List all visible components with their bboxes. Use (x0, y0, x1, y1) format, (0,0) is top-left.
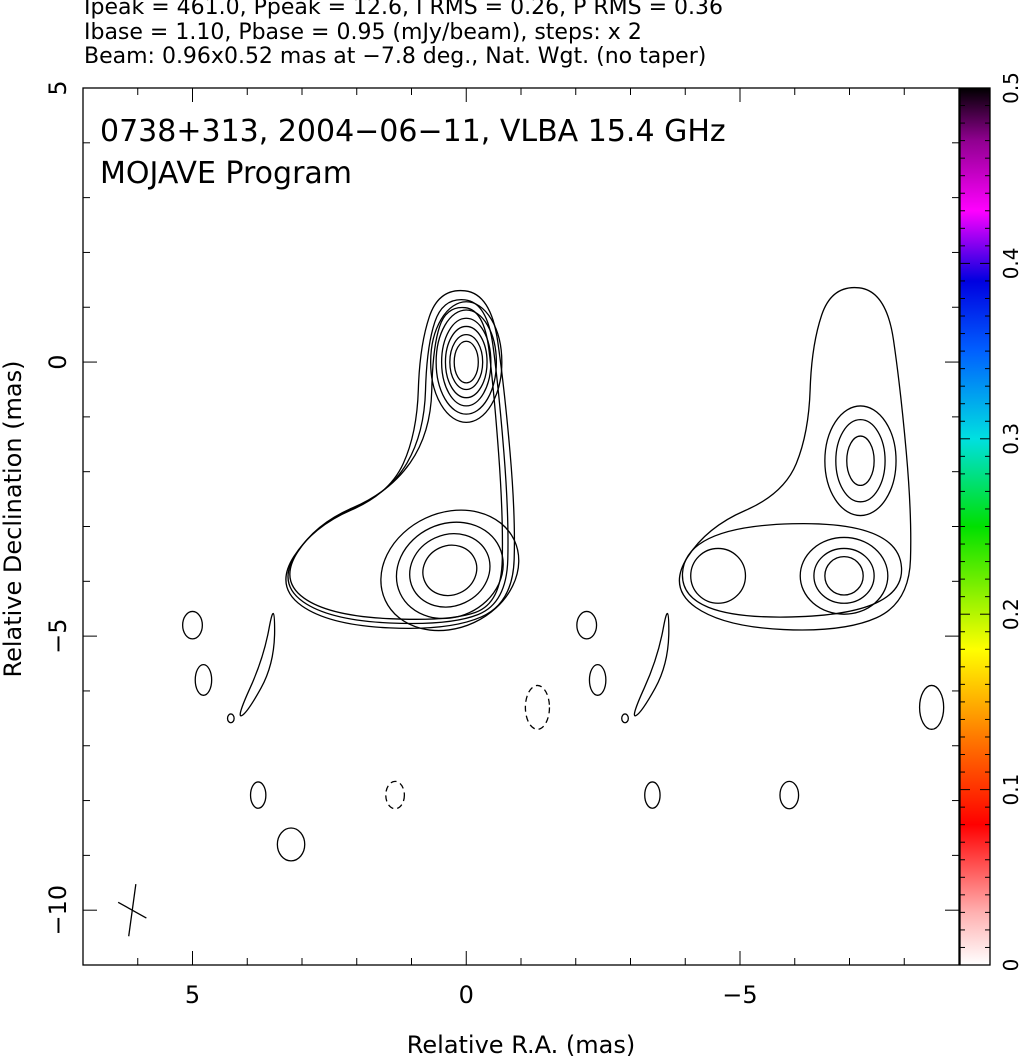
pol-contour-right (813, 547, 875, 604)
isolated-contour-right (621, 713, 629, 724)
header-line-beam: Beam: 0.96x0.52 mas at −7.8 deg., Nat. W… (84, 44, 707, 69)
core-contour (453, 340, 479, 384)
core-contour (444, 325, 488, 399)
negative-contour (524, 684, 551, 730)
pol-contour-right (799, 536, 889, 615)
pol-contour-right (824, 405, 897, 517)
colorbar-ticks: 0 0.1 0.2 0.3 0.4 0.5 (960, 72, 1021, 971)
core-contour (435, 309, 498, 415)
core-contour (440, 317, 492, 407)
core-contour (449, 334, 484, 391)
colorbar-tick-label: 0.3 (999, 423, 1021, 455)
colorbar-tick-label: 0.2 (999, 598, 1021, 630)
pol-contour-right (846, 435, 875, 487)
isolated-contour (276, 827, 306, 862)
chart-title: 0738+313, 2004−06−11, VLBA 15.4 GHz (100, 114, 726, 149)
pol-contour-right (681, 522, 903, 618)
header-line-base: Ibase = 1.10, Pbase = 0.95 (mJy/beam), s… (84, 20, 642, 45)
stokes-i-contour (289, 306, 504, 620)
y-tick-label: 5 (44, 80, 72, 95)
stokes-i-contour (287, 299, 509, 625)
isolated-contour-right (644, 781, 661, 809)
stokes-i-contours-right (576, 286, 945, 810)
isolated-contour-right (588, 663, 607, 696)
knot-contour (380, 509, 520, 632)
x-axis-label: Relative R.A. (mas) (407, 1031, 635, 1059)
stokes-i-contours-left (181, 289, 551, 862)
isolated-contour-right (779, 780, 800, 810)
knot-contour (409, 533, 491, 608)
y-axis-label: Relative Declination (mas) (0, 360, 27, 677)
knot-contour (395, 521, 504, 620)
header-line-peaks: Ipeak = 461.0, Ppeak = 12.6, I RMS = 0.2… (84, 0, 723, 20)
y-tick-label: −5 (44, 618, 72, 653)
pol-contour-right (835, 418, 886, 503)
x-tick-label: 5 (185, 981, 200, 1009)
isolated-contour-right (918, 684, 945, 730)
map-plot-area (117, 286, 945, 937)
colorbar: 0 0.1 0.2 0.3 0.4 0.5 (959, 72, 1021, 971)
isolated-contour-right (576, 610, 598, 640)
core-contour (430, 301, 503, 424)
isolated-contour (194, 663, 213, 696)
y-tick-label: −10 (44, 885, 72, 936)
x-tick-label: 0 (459, 981, 474, 1009)
negative-contour (385, 780, 406, 810)
tail-contour (239, 612, 276, 717)
y-tick-label: 0 (44, 354, 72, 369)
plot-frame (82, 87, 960, 966)
x-tick-label: −5 (722, 981, 757, 1009)
isolated-contour (226, 713, 235, 724)
pol-contour-right (824, 555, 864, 596)
beam-minor-axis (117, 901, 147, 919)
colorbar-tick-label: 0.4 (999, 247, 1021, 279)
colorbar-tick-label: 0.1 (999, 774, 1021, 806)
stokes-i-contour-right (678, 286, 912, 631)
beam-marker (117, 884, 147, 937)
tail-contour-right (633, 612, 670, 717)
pol-contour-right (690, 547, 747, 604)
knot-contour (422, 544, 478, 597)
isolated-contour (181, 610, 204, 640)
isolated-contour (249, 781, 267, 809)
colorbar-tick-label: 0.5 (999, 72, 1021, 104)
chart-subtitle: MOJAVE Program (100, 156, 352, 191)
stokes-i-contour (285, 289, 516, 629)
colorbar-tick-label: 0 (999, 959, 1021, 972)
axis-ticks: 5 0 −5 5 0 −5 −10 (44, 80, 960, 1009)
